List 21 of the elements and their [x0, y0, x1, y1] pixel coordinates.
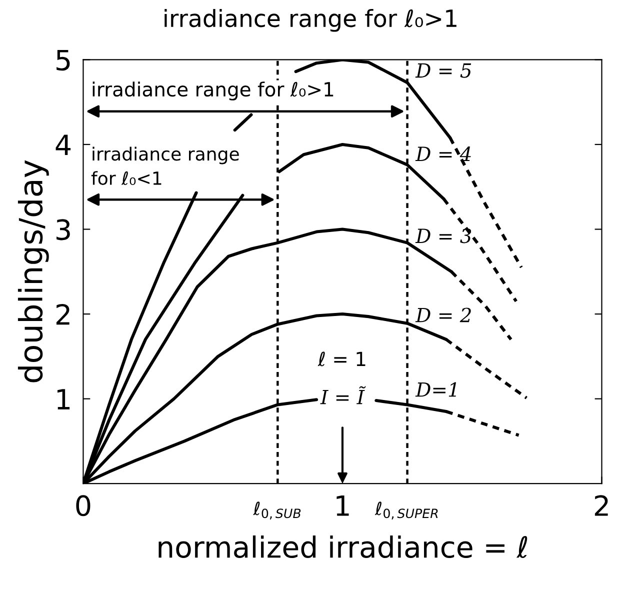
x-tick-label: 0 — [76, 495, 90, 516]
annotation: D = 2 — [415, 308, 471, 322]
annotation: ℓ = 1 — [318, 352, 366, 366]
y-tick-label: 3 — [56, 219, 70, 240]
y-tick-label: 4 — [56, 134, 71, 156]
annotation: D=1 — [415, 382, 456, 397]
annotation: D = 5 — [415, 63, 472, 78]
y-tick-label: 2 — [56, 304, 70, 325]
x-axis-title: normalized irradiance = ℓ — [158, 535, 528, 558]
ref-line-label: ℓ$_{0,SUPER}$ — [374, 502, 438, 520]
annotation: irradiance range for ℓ₀<1 — [91, 146, 239, 186]
y-tick-label: 1 — [57, 389, 70, 410]
y-tick-label: 5 — [56, 50, 70, 71]
annotation: irradiance range for ℓ₀>1 — [92, 82, 334, 100]
annotation: I = Ĩ — [320, 386, 366, 404]
y-axis-title: doublings/day — [18, 160, 49, 382]
ref-line-label: ℓ$_{0,SUB}$ — [253, 502, 301, 520]
chart-title: irradiance range for ℓ₀>1 — [164, 8, 456, 32]
x-tick-label: 1 — [336, 496, 349, 516]
annotation: D = 4 — [415, 146, 471, 161]
x-tick-label: 2 — [594, 495, 608, 516]
